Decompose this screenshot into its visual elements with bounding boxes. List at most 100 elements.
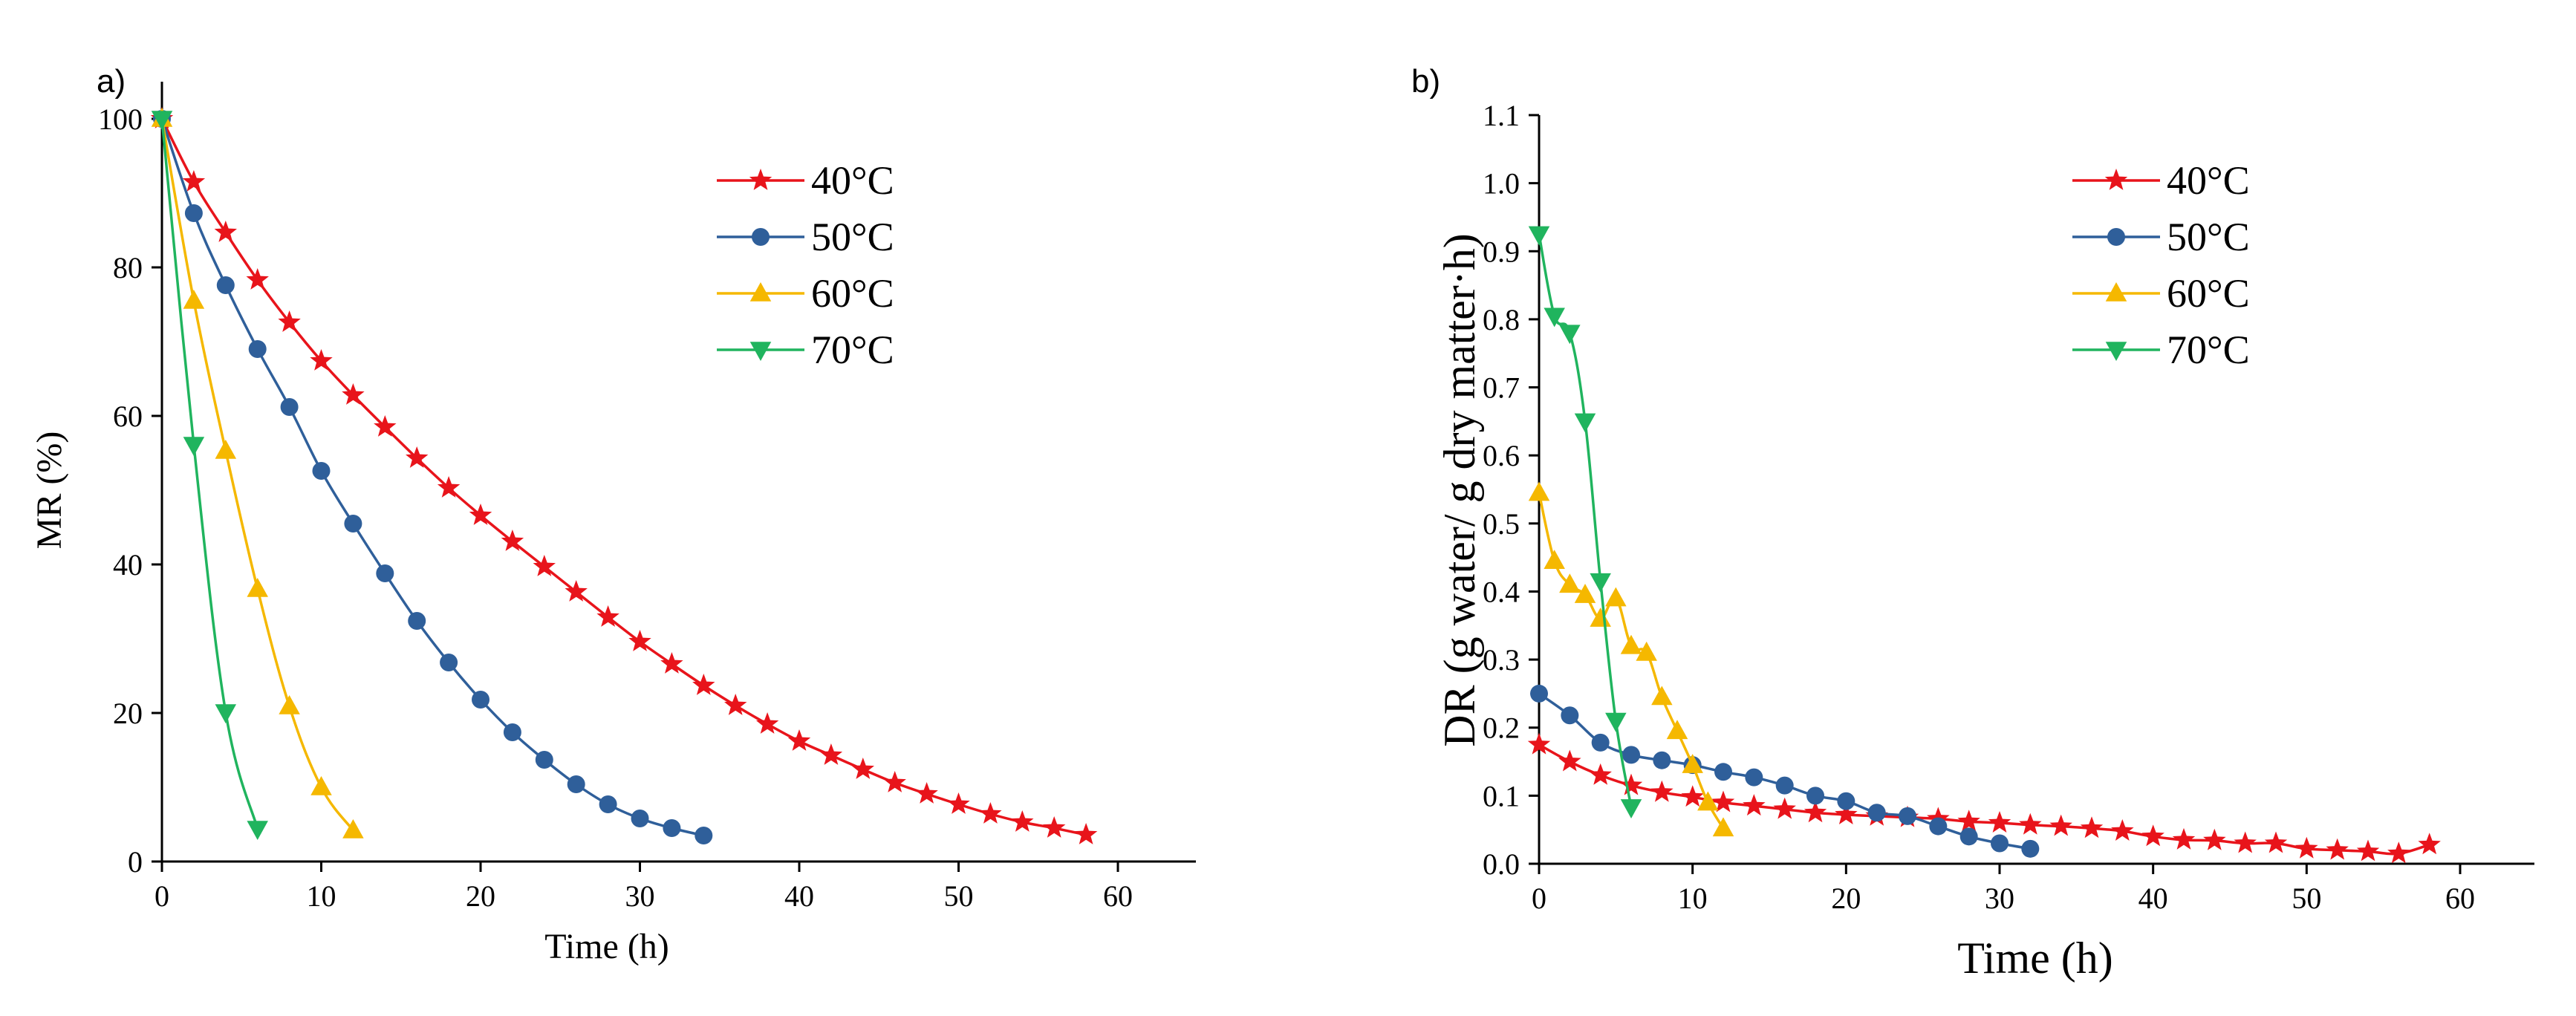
- panel-a-x-tick-label: 0: [155, 879, 169, 913]
- panel-b-x-tick-label: 10: [1678, 882, 1708, 915]
- data-point: [1011, 810, 1034, 832]
- panel-a-y-tick-label: 60: [113, 400, 143, 433]
- panel-b-x-tick-label: 20: [1831, 882, 1861, 915]
- data-point: [1899, 807, 1916, 825]
- panel-b-y-tick-label: 0.1: [1483, 779, 1520, 813]
- legend-item: 60°C: [717, 271, 894, 316]
- panel-b-y-tick-label: 0.2: [1483, 711, 1520, 745]
- data-point: [819, 743, 843, 765]
- data-point: [724, 694, 747, 715]
- data-point: [2172, 827, 2196, 850]
- legend-marker: [2105, 342, 2127, 361]
- data-point: [851, 758, 874, 779]
- series-line: [160, 118, 704, 837]
- data-point: [184, 204, 203, 222]
- panel-b-y-tick-label: 0.4: [1483, 575, 1520, 608]
- data-point: [631, 810, 649, 827]
- panel-a-y-axis-title: MR (%): [30, 432, 69, 550]
- data-point: [1697, 791, 1719, 811]
- panel-b-y-tick-label: 0.5: [1483, 507, 1520, 541]
- panel-b-dr-chart: b) DR (g water/ g dry matter·h) Time (h)…: [1411, 63, 2534, 983]
- data-point: [695, 827, 713, 844]
- panel-a-y-tick-label: 100: [98, 102, 143, 136]
- panel-a-series-40c: [150, 107, 1098, 844]
- data-point: [1835, 803, 1858, 824]
- data-point: [1681, 785, 1704, 807]
- data-point: [1682, 754, 1703, 773]
- panel-a-legend: 40°C 50°C 60°C 70°C: [717, 158, 894, 372]
- panel-b-series-50c: [1530, 684, 2040, 858]
- data-point: [1959, 827, 1978, 846]
- data-point: [374, 415, 397, 437]
- panel-a-series-70c: [151, 111, 268, 840]
- panel-b-y-tick-label: 0.6: [1483, 439, 1520, 472]
- data-point: [2234, 831, 2257, 853]
- data-point: [883, 771, 906, 792]
- data-point: [501, 530, 524, 551]
- panel-a-y-tick-label: 0: [128, 845, 143, 879]
- data-point: [151, 111, 173, 130]
- panel-a-x-axis-title: Time (h): [544, 927, 669, 966]
- data-point: [2021, 839, 2040, 858]
- legend-item: 70°C: [2072, 328, 2250, 372]
- data-point: [2356, 839, 2380, 862]
- panel-b-legend: 40°C 50°C 60°C 70°C: [2072, 158, 2250, 372]
- data-point: [755, 712, 779, 734]
- data-point: [1650, 780, 1674, 802]
- data-point: [214, 221, 237, 242]
- data-point: [2387, 841, 2410, 864]
- data-point: [280, 398, 299, 416]
- panel-b-y-tick-label: 0.7: [1483, 371, 1520, 405]
- data-point: [1712, 817, 1734, 837]
- panel-a-y-tick-label: 40: [113, 548, 143, 582]
- data-point: [663, 819, 681, 837]
- data-point: [2295, 836, 2318, 859]
- data-point: [660, 652, 683, 674]
- data-point: [1929, 817, 1948, 836]
- data-point: [1988, 811, 2011, 833]
- panel-a-x-tick-label: 30: [625, 879, 655, 913]
- data-point: [376, 564, 394, 582]
- panel-b-x-tick-label: 60: [2445, 882, 2475, 915]
- data-point: [1773, 797, 1796, 819]
- data-point: [1528, 481, 1550, 501]
- data-point: [2418, 833, 2441, 855]
- legend-label: 70°C: [2167, 328, 2250, 372]
- panel-b-series-70c: [1528, 226, 1642, 818]
- legend-item: 40°C: [717, 158, 894, 203]
- panel-a-y-tick-label: 20: [113, 697, 143, 730]
- data-point: [2264, 831, 2288, 853]
- data-point: [406, 446, 429, 468]
- panel-b-x-tick-label: 40: [2138, 882, 2168, 915]
- data-point: [1803, 801, 1827, 823]
- series-line: [160, 118, 354, 832]
- data-point: [503, 723, 521, 741]
- data-point: [1528, 226, 1550, 246]
- panel-a-x-tick-label: 20: [466, 879, 495, 913]
- data-point: [1544, 550, 1565, 570]
- legend-item: 60°C: [2072, 271, 2250, 316]
- data-point: [278, 310, 301, 332]
- data-point: [1619, 773, 1643, 795]
- legend-label: 40°C: [811, 158, 894, 203]
- data-point: [1590, 573, 1611, 593]
- data-point: [1605, 712, 1627, 732]
- legend-item: 40°C: [2072, 158, 2250, 203]
- data-point: [692, 674, 715, 695]
- legend-item: 50°C: [717, 215, 894, 259]
- panel-b-x-tick-label: 30: [1985, 882, 2014, 915]
- data-point: [246, 268, 269, 290]
- series-line: [160, 118, 259, 830]
- data-point: [1558, 749, 1581, 772]
- data-point: [1957, 810, 1980, 832]
- data-point: [1620, 799, 1642, 818]
- data-point: [472, 691, 489, 709]
- data-point: [1043, 816, 1066, 838]
- panel-a-y-tick-label: 80: [113, 251, 143, 284]
- data-point: [1620, 634, 1642, 654]
- data-point: [183, 290, 205, 309]
- data-point: [1806, 787, 1824, 805]
- panel-b-y-tick-label: 1.0: [1483, 167, 1520, 201]
- legend-label: 40°C: [2167, 158, 2250, 203]
